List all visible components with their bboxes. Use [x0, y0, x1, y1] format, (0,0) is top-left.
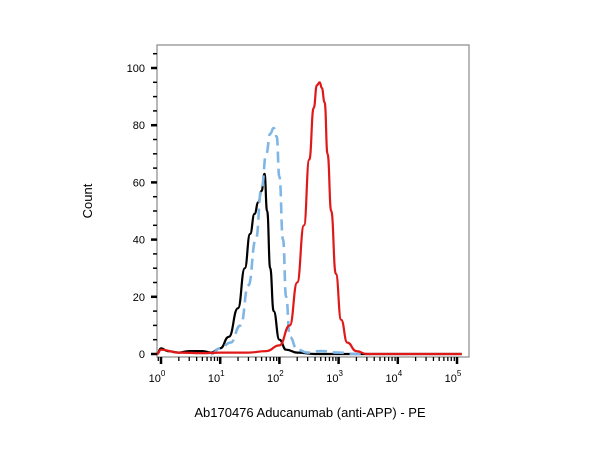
y-axis: 0 20 40 60 80 100 [127, 52, 157, 361]
y-tick-label: 100 [127, 63, 145, 75]
x-tick-label: 101 [208, 369, 225, 385]
y-tick-label: 40 [133, 235, 145, 247]
series-red-solid [156, 81, 462, 356]
series-lightblue-dashed [210, 126, 367, 356]
plot-frame [156, 44, 470, 358]
y-tick-label: 60 [133, 177, 145, 189]
series-black-solid [156, 172, 462, 356]
x-axis: 100 101 102 103 104 105 [149, 357, 462, 385]
series-layer [156, 81, 462, 356]
x-tick-label: 102 [267, 369, 284, 385]
x-tick-label: 103 [326, 369, 343, 385]
x-tick-label: 100 [149, 369, 166, 385]
x-tick-label: 104 [385, 369, 402, 385]
x-tick-label: 105 [445, 369, 462, 385]
y-tick-label: 80 [133, 120, 145, 132]
y-axis-title: Count [80, 183, 95, 218]
y-tick-label: 20 [133, 292, 145, 304]
y-tick-label: 0 [139, 349, 145, 361]
x-axis-title: Ab170476 Aducanumab (anti-APP) - PE [194, 405, 426, 420]
